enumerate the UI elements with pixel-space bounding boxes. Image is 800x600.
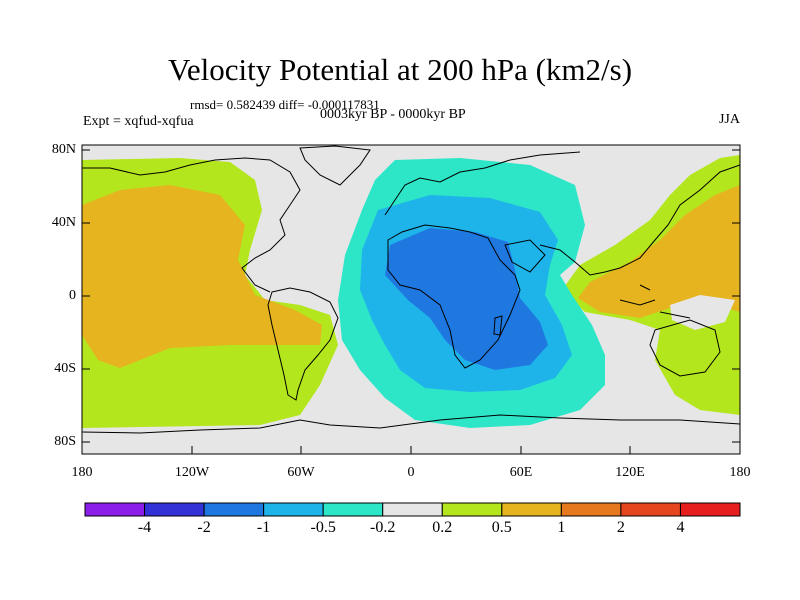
x-label-180w: 180 <box>71 465 93 480</box>
colorbar-swatch <box>441 502 503 517</box>
y-label-40n: 40N <box>51 215 76 230</box>
period-subtitle: 0003kyr BP - 0000kyr BP <box>320 107 466 122</box>
y-label-40s: 40S <box>54 361 76 376</box>
greenland-coast <box>299 145 371 186</box>
colorbar-label: -1 <box>256 519 271 536</box>
season-label: JJA <box>718 112 740 127</box>
coastlines <box>82 145 740 434</box>
southeast-asia-islands <box>619 284 691 319</box>
colorbar-label: 2 <box>616 519 625 536</box>
antarctica-coast <box>82 414 740 434</box>
colorbar-swatch <box>501 502 562 517</box>
asia-coast <box>539 164 740 276</box>
y-label-80n: 80N <box>51 142 76 157</box>
south-america-coast <box>267 287 339 401</box>
colorbar-swatch <box>84 502 146 517</box>
africa-strong-negative-region <box>385 228 548 370</box>
x-label-120w: 120W <box>174 465 210 480</box>
y-label-80s: 80S <box>54 434 76 449</box>
colorbar-label: -0.2 <box>370 519 396 536</box>
colorbar-swatch <box>679 502 741 517</box>
colorbar-label: 1 <box>557 519 566 536</box>
colorbar-label: -4 <box>137 519 152 536</box>
experiment-label: Expt = xqfud-xqfua <box>83 114 194 129</box>
colorbar-swatch <box>203 502 265 517</box>
y-label-0: 0 <box>69 288 76 303</box>
north-america-coast <box>82 157 301 293</box>
x-label-120e: 120E <box>615 465 645 480</box>
colorbar-swatch <box>620 502 681 517</box>
x-label-180e: 180 <box>729 465 751 480</box>
colorbar-label: -0.5 <box>310 519 336 536</box>
colorbar <box>84 502 741 517</box>
rmsd-diff-stats: rmsd= 0.582439 diff= -0.000117831 <box>190 97 380 112</box>
colorbar-label: 0.5 <box>491 519 512 536</box>
colorbar-swatch <box>322 502 384 517</box>
colorbar-swatch <box>382 502 443 517</box>
colorbar-label: 0.2 <box>432 519 453 536</box>
asia-strong-positive-region <box>578 185 740 318</box>
africa-coast <box>387 224 521 369</box>
pacific-strong-positive-region <box>82 185 322 368</box>
x-label-0: 0 <box>407 465 415 480</box>
plot-title: Velocity Potential at 200 hPa (km2/s) <box>167 52 633 87</box>
australia-coast <box>649 319 721 377</box>
colorbar-swatch <box>560 502 622 517</box>
colorbar-label: -2 <box>197 519 211 536</box>
colorbar-label: 4 <box>676 519 685 536</box>
velocity-potential-field <box>82 145 740 454</box>
europe-coast <box>384 151 581 216</box>
axis-ticks <box>81 149 741 454</box>
madagascar-coast <box>493 315 503 336</box>
x-label-60e: 60E <box>509 465 533 480</box>
colorbar-swatch <box>263 502 324 517</box>
colorbar-swatch <box>144 502 205 517</box>
arabia-coast <box>504 239 546 273</box>
x-label-60w: 60W <box>287 465 315 480</box>
